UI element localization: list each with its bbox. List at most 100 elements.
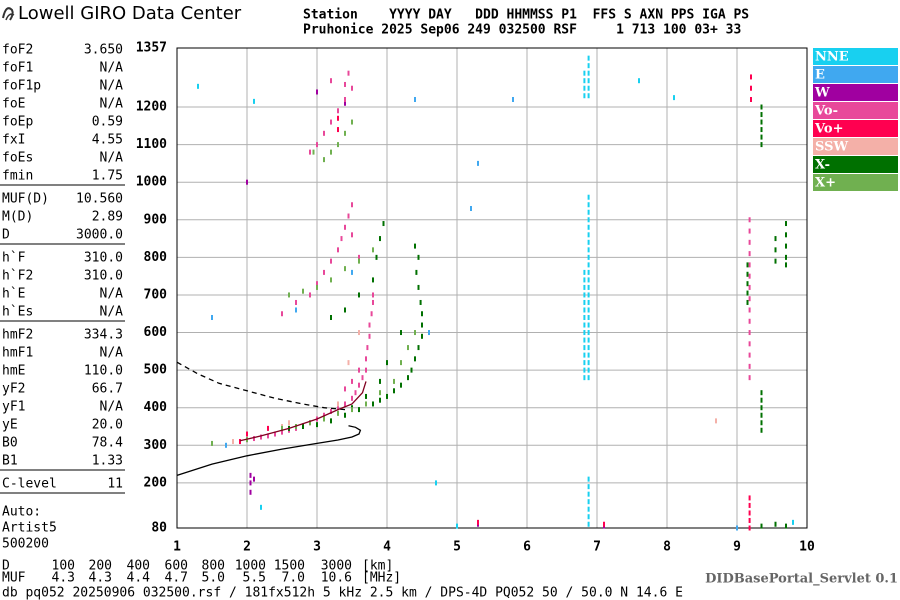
echo-point (587, 375, 590, 381)
echo-point (746, 271, 749, 277)
parameter-name: foF1p (2, 79, 41, 94)
parameter-value: N/A (100, 97, 124, 112)
echo-point (785, 221, 787, 227)
parameter-value: N/A (100, 61, 124, 76)
echo-point (379, 236, 381, 242)
echo-point (368, 322, 371, 328)
echo-point (344, 130, 346, 136)
parameter-value: N/A (100, 305, 124, 320)
echo-point (583, 330, 586, 336)
parameter-name: foE (2, 97, 25, 112)
y-tick-label: 1000 (136, 175, 167, 190)
echo-point (760, 127, 763, 133)
echo-point (358, 382, 360, 388)
echo-point (760, 405, 763, 411)
y-tick-label: 700 (144, 287, 168, 302)
echo-point (382, 221, 385, 227)
echo-point (337, 247, 339, 253)
parameter-name: fxI (2, 133, 25, 148)
echo-point (358, 292, 360, 298)
echo-point (302, 424, 304, 430)
echo-point (323, 416, 325, 422)
legend-swatch (813, 174, 898, 191)
echo-point (365, 401, 367, 407)
row-value: 5.5 (243, 571, 266, 586)
parameter-name: MUF(D) (2, 192, 49, 207)
x-tick-label: 8 (663, 540, 671, 555)
echo-point (330, 258, 332, 264)
echo-point (587, 360, 590, 366)
echo-point (419, 299, 422, 305)
parameter-name: h`E (2, 287, 25, 302)
echo-point (414, 96, 416, 102)
echo-point (337, 115, 339, 121)
echo-point (407, 345, 409, 351)
parameter-value: 66.7 (92, 382, 123, 397)
echo-point (587, 239, 590, 245)
echo-point (587, 85, 590, 91)
parameter-value: 20.0 (92, 418, 123, 433)
echo-point (344, 401, 346, 407)
legend-label: E (815, 68, 825, 83)
parameter-value: N/A (100, 287, 124, 302)
echo-point (274, 431, 276, 437)
echo-point (417, 254, 420, 260)
echo-point (587, 484, 590, 490)
echo-point (760, 523, 763, 529)
legend-swatch (813, 156, 898, 173)
echo-point (386, 360, 388, 366)
echo-point (368, 333, 371, 339)
y-tick-label: 800 (144, 250, 168, 265)
echo-point (587, 284, 590, 290)
echo-point (400, 360, 402, 366)
echo-point (587, 499, 590, 505)
parameter-value: 334.3 (84, 328, 123, 343)
legend-label: SSW (815, 140, 848, 155)
footer: db pq052 20250906 032500.rsf / 181fx512h… (2, 586, 683, 600)
echo-point (748, 495, 751, 501)
echo-point (760, 390, 763, 396)
x-tick-label: 6 (523, 540, 531, 555)
parameter-value: 10.560 (76, 192, 123, 207)
parameter-value: 3.650 (84, 43, 123, 58)
echo-point (386, 393, 388, 399)
echo-point (365, 367, 367, 373)
y-tick-label: 900 (144, 212, 168, 227)
echo-point (785, 243, 787, 249)
auto-label: 500200 (2, 537, 49, 552)
plot: 8020030040050060070080090010001100120013… (136, 41, 898, 555)
echo-point (587, 262, 590, 268)
row-value: 3000 (321, 559, 352, 574)
echo-point (748, 296, 751, 302)
echo-point (323, 157, 325, 163)
echo-point (774, 236, 777, 242)
header-values: Pruhonice 2025 Sep06 249 032500 RSF 1 71… (303, 23, 741, 38)
echo-point (470, 206, 472, 212)
echo-point (583, 337, 586, 343)
echo-point (337, 405, 339, 411)
echo-point (260, 504, 262, 510)
echo-point (587, 506, 590, 512)
echo-point (587, 315, 590, 321)
echo-point (587, 476, 590, 482)
echo-point (583, 307, 586, 313)
echo-point (587, 247, 590, 253)
echo-point (583, 284, 586, 290)
echo-point (225, 442, 227, 448)
parameter-panel: foF2 3.650 foF1 N/A foF1p N/A foE N/A foEp 0.59 fx… (0, 43, 125, 552)
echo-point (197, 83, 199, 89)
echo-point (673, 95, 675, 101)
echo-point (211, 315, 213, 321)
parameter-name: D (2, 228, 10, 243)
legend-swatch (813, 120, 898, 137)
echo-point (748, 363, 751, 369)
echo-point (309, 420, 311, 426)
echo-point (748, 341, 751, 347)
echo-point (337, 127, 339, 133)
legend-label: X- (815, 158, 830, 173)
echo-point (281, 429, 283, 435)
echo-point (316, 142, 318, 148)
echo-point (330, 78, 332, 84)
echo-point (512, 96, 514, 102)
echo-point (372, 401, 374, 407)
